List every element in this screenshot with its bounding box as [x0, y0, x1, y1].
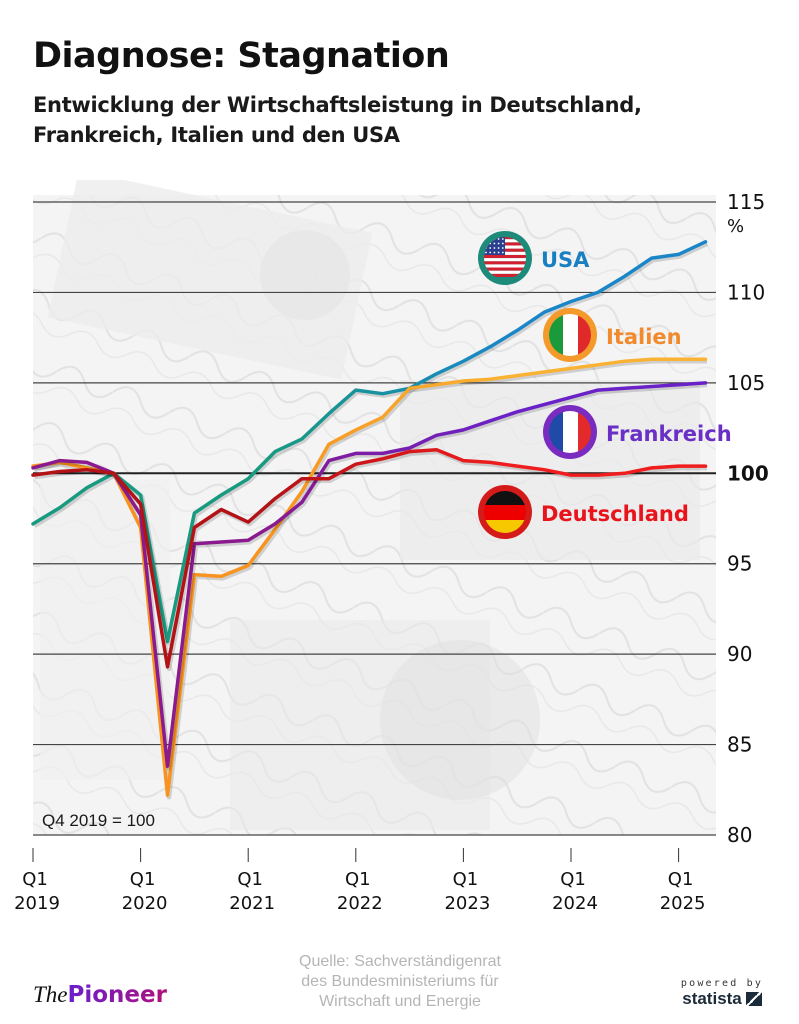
line-chart: 80 85 90 95 100 105 110 115% Q1 2019 Q1 2020 Q1 2021…: [14, 180, 769, 914]
label-usa: USA: [478, 231, 590, 285]
powered-by-text: powered by: [680, 978, 764, 989]
x-tick-year: 2025: [660, 893, 706, 914]
source-note: Quelle: Sachverständigenrat des Bundesmi…: [250, 952, 550, 1012]
statista-logo: powered by statista: [677, 978, 767, 1009]
x-tick-year: 2024: [552, 893, 598, 914]
y-axis-ticks: 80 85 90 95 100 105 110 115%: [727, 190, 769, 847]
x-tick-year: 2023: [444, 893, 490, 914]
y-tick-label: 110: [727, 280, 765, 304]
x-tick-quarter: Q1: [22, 869, 48, 890]
logo-pioneer: Pioneer: [67, 982, 167, 1008]
y-tick-label: 85: [727, 733, 752, 757]
y-unit-label: %: [727, 216, 744, 237]
y-tick-label: 100: [727, 461, 769, 485]
x-tick-quarter: Q1: [345, 869, 371, 890]
source-line-2: des Bundesministeriums für: [301, 973, 499, 990]
x-tick-year: 2020: [122, 893, 168, 914]
series-label-text: Deutschland: [541, 502, 689, 526]
series-line-frankreich: [31, 381, 708, 769]
y-tick-label: 90: [727, 642, 752, 666]
series-label-text: Frankreich: [606, 422, 732, 446]
series-label-text: Italien: [606, 325, 682, 349]
base-annotation: Q4 2019 = 100: [42, 811, 155, 830]
series-lines: [31, 240, 708, 800]
x-tick-quarter: Q1: [130, 869, 156, 890]
statista-wordmark: statista: [682, 989, 762, 1009]
statista-icon: [745, 992, 762, 1006]
logo-the: The: [33, 982, 68, 1007]
x-axis-ticks: Q1 2019 Q1 2020 Q1 2021 Q1 2022 Q1 2023 Q1 2024 Q1 20…: [14, 848, 706, 914]
source-line-1: Quelle: Sachverständigenrat: [299, 953, 501, 970]
germany-flag-icon: [484, 491, 526, 533]
label-italien: Italien: [543, 308, 682, 362]
statista-text: statista: [682, 989, 742, 1008]
subtitle-line-2: Frankreich, Italien und den USA: [33, 123, 400, 147]
label-frankreich: Frankreich: [543, 405, 732, 459]
x-tick-quarter: Q1: [668, 869, 694, 890]
series-line-deutschland: [31, 448, 708, 669]
y-tick-label: 115: [727, 190, 765, 214]
chart-subtitle: Entwicklung der Wirtschaftsleistung in D…: [33, 90, 773, 150]
label-deutschland: Deutschland: [478, 485, 689, 539]
x-tick-quarter: Q1: [453, 869, 479, 890]
series-line-usa: [31, 240, 708, 644]
y-tick-label: 105: [727, 371, 765, 395]
italy-flag-icon: [549, 314, 591, 356]
chart-title: Diagnose: Stagnation: [33, 36, 450, 76]
y-tick-label: 95: [727, 552, 752, 576]
series-label-text: USA: [541, 248, 590, 272]
x-tick-year: 2021: [229, 893, 275, 914]
x-tick-year: 2022: [337, 893, 383, 914]
y-tick-label: 80: [727, 823, 752, 847]
x-tick-quarter: Q1: [560, 869, 586, 890]
x-tick-year: 2019: [14, 893, 60, 914]
source-line-3: Wirtschaft und Energie: [319, 993, 481, 1010]
us-flag-icon: [484, 237, 526, 277]
series-labels: USA Italien Frankreich Deutschland: [478, 231, 732, 539]
subtitle-line-1: Entwicklung der Wirtschaftsleistung in D…: [33, 93, 642, 117]
thepioneer-logo: ThePioneer: [33, 982, 167, 1008]
france-flag-icon: [549, 411, 591, 453]
x-tick-quarter: Q1: [237, 869, 263, 890]
